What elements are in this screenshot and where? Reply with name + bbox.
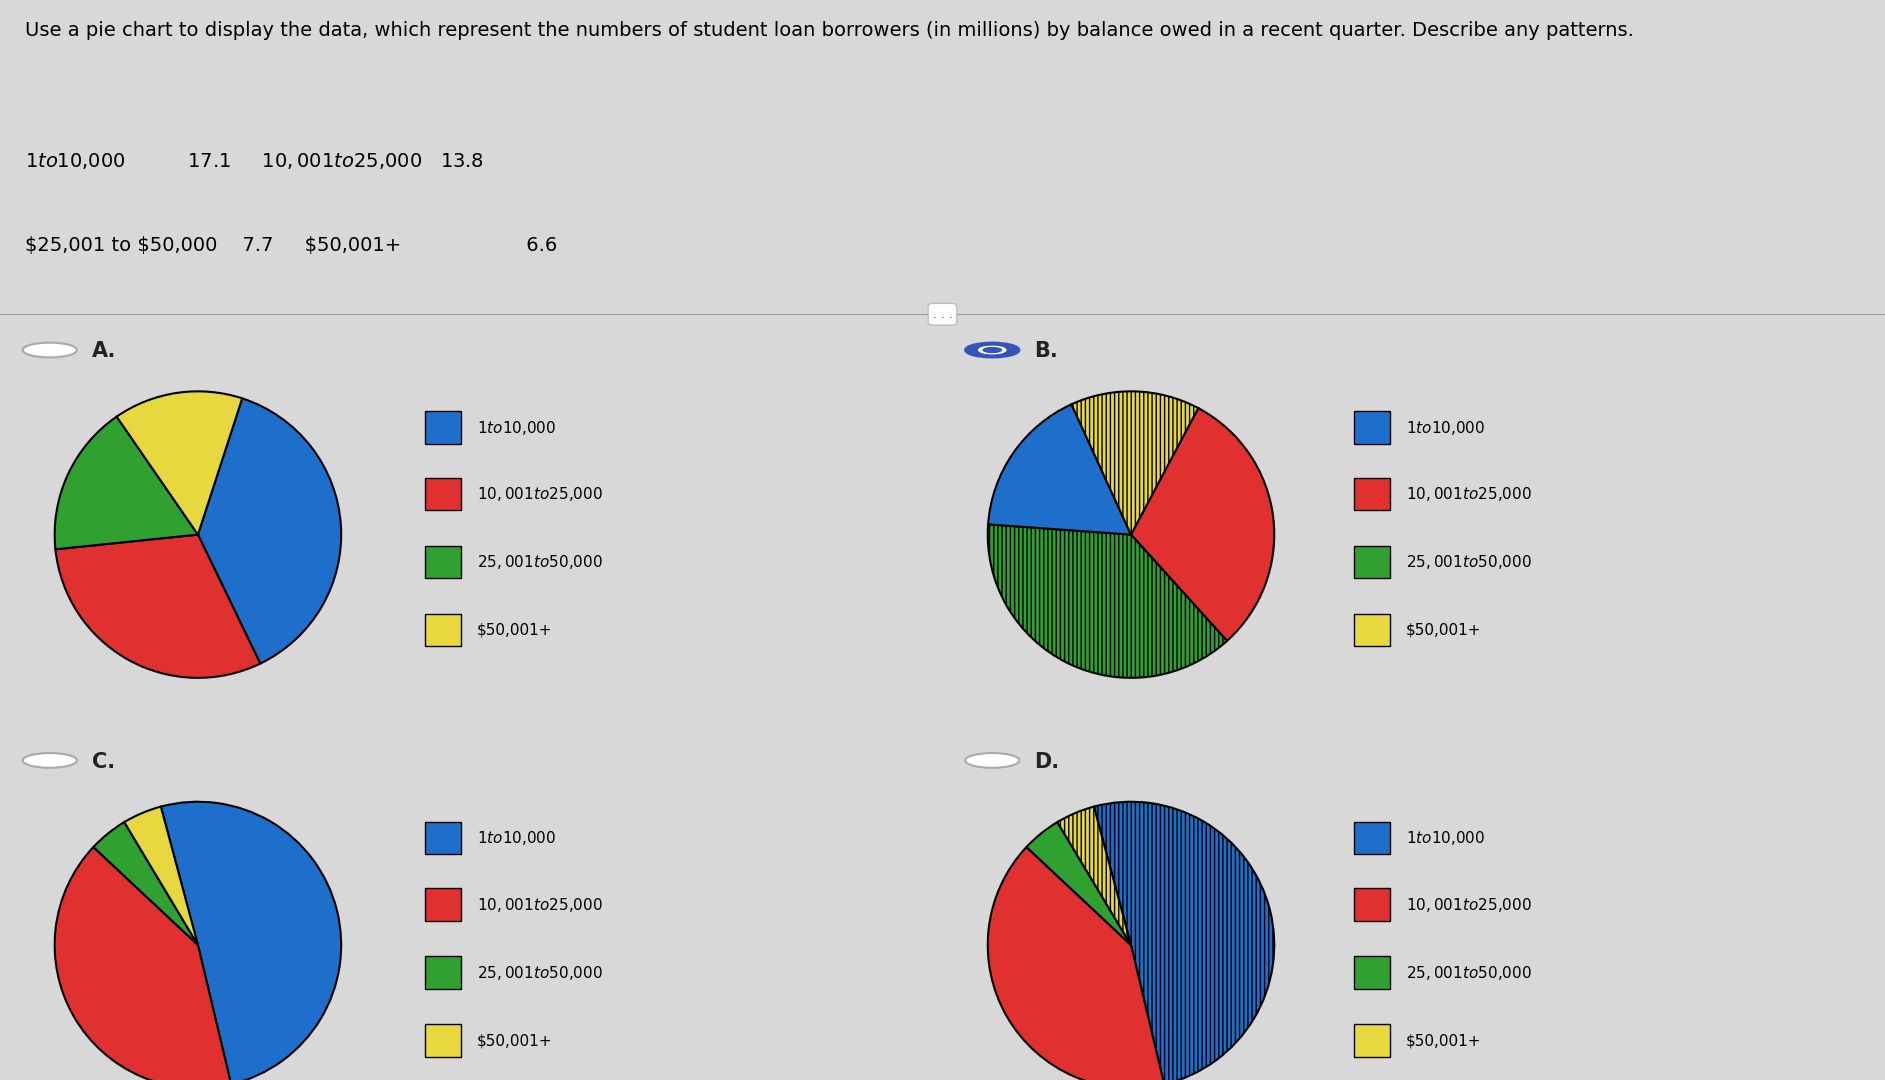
- Text: $10,001 to $25,000: $10,001 to $25,000: [1406, 485, 1533, 503]
- Text: Use a pie chart to display the data, which represent the numbers of student loan: Use a pie chart to display the data, whi…: [25, 22, 1634, 40]
- Text: $50,001+: $50,001+: [1406, 623, 1482, 637]
- FancyBboxPatch shape: [424, 546, 460, 579]
- Text: $25,001 to $50,000: $25,001 to $50,000: [1406, 963, 1533, 982]
- Circle shape: [978, 347, 1007, 354]
- Text: $1 to $10,000: $1 to $10,000: [1406, 419, 1485, 436]
- Text: $1 to $10,000          17.1     $10,001 to $25,000   13.8: $1 to $10,000 17.1 $10,001 to $25,000 13…: [25, 151, 483, 172]
- Wedge shape: [988, 404, 1131, 535]
- FancyBboxPatch shape: [1353, 1024, 1389, 1056]
- Text: A.: A.: [92, 341, 117, 361]
- Text: $1 to $10,000: $1 to $10,000: [477, 419, 556, 436]
- Wedge shape: [1093, 801, 1274, 1080]
- FancyBboxPatch shape: [424, 411, 460, 444]
- FancyBboxPatch shape: [1353, 957, 1389, 989]
- Wedge shape: [1057, 807, 1131, 945]
- Text: $50,001+: $50,001+: [1406, 1034, 1482, 1048]
- Text: B.: B.: [1035, 341, 1057, 361]
- Text: $25,001 to $50,000: $25,001 to $50,000: [477, 963, 603, 982]
- FancyBboxPatch shape: [1353, 822, 1389, 854]
- FancyBboxPatch shape: [424, 1024, 460, 1056]
- FancyBboxPatch shape: [1353, 888, 1389, 920]
- Text: $10,001 to $25,000: $10,001 to $25,000: [477, 895, 603, 914]
- Text: $10,001 to $25,000: $10,001 to $25,000: [1406, 895, 1533, 914]
- Text: C.: C.: [92, 752, 115, 771]
- FancyBboxPatch shape: [1353, 546, 1389, 579]
- Text: $25,001 to $50,000    7.7     $50,001+                    6.6: $25,001 to $50,000 7.7 $50,001+ 6.6: [25, 235, 556, 255]
- Text: $25,001 to $50,000: $25,001 to $50,000: [477, 553, 603, 571]
- Wedge shape: [988, 847, 1165, 1080]
- Wedge shape: [1131, 408, 1274, 640]
- FancyBboxPatch shape: [424, 613, 460, 646]
- FancyBboxPatch shape: [1353, 613, 1389, 646]
- Wedge shape: [124, 807, 198, 945]
- Wedge shape: [55, 847, 232, 1080]
- Wedge shape: [55, 535, 260, 678]
- Text: $50,001+: $50,001+: [477, 1034, 552, 1048]
- Wedge shape: [160, 801, 341, 1080]
- FancyBboxPatch shape: [424, 957, 460, 989]
- Circle shape: [23, 342, 77, 357]
- Wedge shape: [117, 391, 241, 535]
- Wedge shape: [94, 822, 198, 945]
- FancyBboxPatch shape: [1353, 411, 1389, 444]
- Text: $1 to $10,000: $1 to $10,000: [1406, 829, 1485, 847]
- Text: $10,001 to $25,000: $10,001 to $25,000: [477, 485, 603, 503]
- Wedge shape: [198, 399, 341, 663]
- Wedge shape: [55, 417, 198, 550]
- Circle shape: [23, 753, 77, 768]
- Text: $50,001+: $50,001+: [477, 623, 552, 637]
- FancyBboxPatch shape: [1353, 478, 1389, 511]
- Wedge shape: [988, 525, 1227, 678]
- Circle shape: [965, 753, 1020, 768]
- Text: $25,001 to $50,000: $25,001 to $50,000: [1406, 553, 1533, 571]
- Text: D.: D.: [1035, 752, 1059, 771]
- Wedge shape: [1071, 391, 1199, 535]
- Wedge shape: [1027, 822, 1131, 945]
- FancyBboxPatch shape: [424, 888, 460, 920]
- Circle shape: [984, 348, 1001, 352]
- FancyBboxPatch shape: [424, 478, 460, 511]
- Text: $1 to $10,000: $1 to $10,000: [477, 829, 556, 847]
- Circle shape: [965, 342, 1020, 357]
- Text: . . .: . . .: [933, 308, 952, 321]
- FancyBboxPatch shape: [424, 822, 460, 854]
